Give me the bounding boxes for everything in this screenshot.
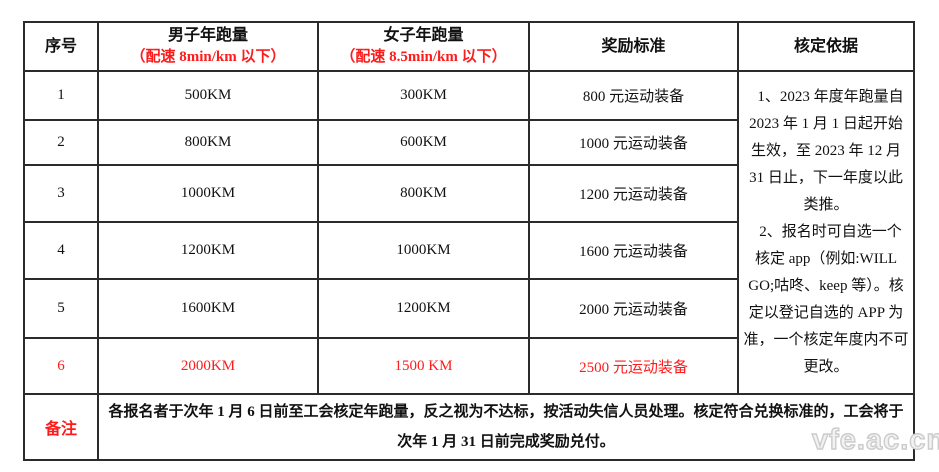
cell-male-distance: 800KM — [97, 119, 319, 166]
header-col-female-distance: 女子年跑量 （配速 8.5min/km 以下） — [317, 21, 530, 72]
header-col-male-distance: 男子年跑量 （配速 8min/km 以下） — [97, 21, 319, 72]
table-row: 1 500KM 300KM 800 元运动装备 1、2023 年度年跑量自 2023 年… — [23, 70, 915, 395]
header-subtitle: （配速 8.5min/km 以下） — [340, 49, 507, 65]
header-title: 核定依据 — [793, 37, 858, 55]
table-row: 6 2000KM 1500 KM 2500 元运动装备 — [23, 337, 914, 395]
cell-female-distance: 800KM — [317, 164, 530, 223]
cell-male-distance: 1600KM — [97, 278, 319, 339]
header-col-basis: 核定依据 — [737, 21, 915, 72]
cell-female-distance: 300KM — [317, 70, 530, 121]
header-title: 女子年跑量 — [383, 27, 464, 44]
cell-reward: 2500 元运动装备 — [528, 337, 739, 395]
cell-male-distance: 1000KM — [97, 164, 319, 223]
note-text: 各报名者于次年 1 月 6 日前至工会核定年跑量，反之视为不达标，按活动失信人员… — [97, 393, 915, 461]
cell-index: 1 — [23, 70, 99, 121]
cell-reward: 1600 元运动装备 — [528, 221, 739, 280]
table-row: 4 1200KM 1000KM 1600 元运动装备 — [23, 221, 914, 280]
header-title: 奖励标准 — [601, 37, 666, 55]
cell-male-distance: 500KM — [97, 70, 319, 121]
cell-female-distance: 1500 KM — [317, 337, 530, 395]
header-col-reward: 奖励标准 — [528, 21, 739, 72]
cell-male-distance: 2000KM — [97, 337, 319, 395]
cell-female-distance: 1000KM — [317, 221, 530, 280]
cell-index: 2 — [23, 119, 99, 166]
cell-reward: 800 元运动装备 — [528, 70, 739, 121]
cell-index: 3 — [23, 164, 99, 223]
table-header: 序号 男子年跑量 （配速 8min/km 以下） 女子年跑量 （配速 8.5mi… — [23, 21, 915, 72]
header-title: 序号 — [44, 37, 77, 55]
cell-male-distance: 1200KM — [97, 221, 319, 280]
basis-cell: 1、2023 年度年跑量自 2023 年 1 月 1 日起开始生效，至 2023… — [737, 70, 915, 395]
table-row: 2 800KM 600KM 1000 元运动装备 — [23, 119, 914, 166]
header-title: 男子年跑量 — [167, 27, 248, 44]
table-row: 3 1000KM 800KM 1200 元运动装备 — [23, 164, 914, 223]
cell-index: 5 — [23, 278, 99, 339]
basis-paragraph: 1、2023 年度年跑量自 2023 年 1 月 1 日起开始生效，至 2023… — [749, 89, 904, 213]
cell-index: 4 — [23, 221, 99, 280]
header-col-index: 序号 — [23, 21, 99, 72]
note-row: 备注 各报名者于次年 1 月 6 日前至工会核定年跑量，反之视为不达标，按活动失… — [23, 393, 915, 461]
reward-table: 序号 男子年跑量 （配速 8min/km 以下） 女子年跑量 （配速 8.5mi… — [23, 21, 915, 461]
table-row: 5 1600KM 1200KM 2000 元运动装备 — [23, 278, 914, 339]
cell-female-distance: 600KM — [317, 119, 530, 166]
note-label: 备注 — [23, 393, 99, 461]
cell-index: 6 — [23, 337, 99, 395]
basis-paragraph: 2、报名时可自选一个核定 app（例如:WILL GO;咕咚、keep 等）。核… — [743, 224, 909, 375]
cell-reward: 2000 元运动装备 — [528, 278, 739, 339]
cell-female-distance: 1200KM — [317, 278, 530, 339]
header-subtitle: （配速 8min/km 以下） — [130, 49, 286, 65]
table-body: 1 500KM 300KM 800 元运动装备 1、2023 年度年跑量自 2023 年… — [23, 70, 915, 395]
table-footer: 备注 各报名者于次年 1 月 6 日前至工会核定年跑量，反之视为不达标，按活动失… — [23, 393, 915, 461]
cell-reward: 1000 元运动装备 — [528, 119, 739, 166]
cell-reward: 1200 元运动装备 — [528, 164, 739, 223]
header-row: 序号 男子年跑量 （配速 8min/km 以下） 女子年跑量 （配速 8.5mi… — [23, 21, 915, 72]
